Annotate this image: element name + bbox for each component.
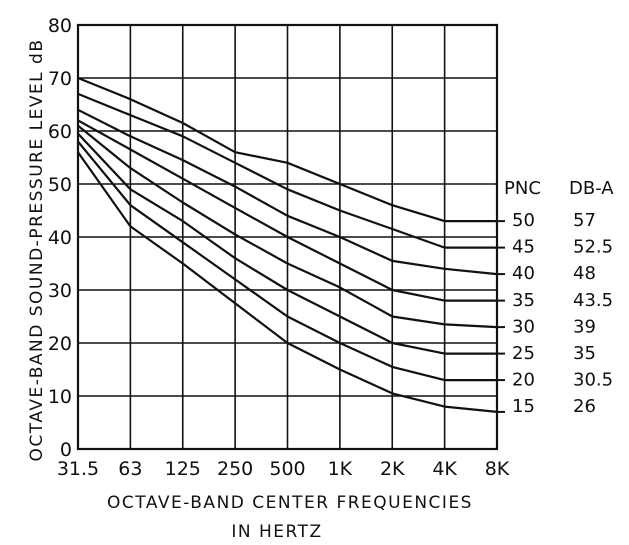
pnc-value: 30 <box>512 316 535 337</box>
x-axis-label-line2: IN HERTZ <box>231 522 322 542</box>
x-tick-label: 8K <box>485 458 510 480</box>
y-tick-label: 60 <box>48 121 72 143</box>
series-line-pnc-35 <box>77 119 497 302</box>
pnc-value: 40 <box>512 263 535 284</box>
pnc-value: 50 <box>512 210 535 231</box>
dba-value: 48 <box>573 263 596 284</box>
x-tick-label: 250 <box>217 458 253 480</box>
y-axis-label: OCTAVE-BAND SOUND-PRESSURE LEVEL dB <box>27 38 47 461</box>
y-tick-label: 20 <box>48 333 72 355</box>
x-tick-label: 31.5 <box>57 458 99 480</box>
dba-header: DB-A <box>569 178 614 199</box>
dba-value: 39 <box>573 316 596 337</box>
pnc-value: 15 <box>512 396 535 417</box>
dba-value: 43.5 <box>573 290 613 311</box>
dba-value: 30.5 <box>573 370 613 391</box>
series-line-pnc-20 <box>77 140 497 382</box>
series-line-pnc-45 <box>77 92 497 249</box>
pnc-header: PNC <box>504 178 541 199</box>
pnc-value: 45 <box>512 237 535 258</box>
series-line-pnc-30 <box>77 124 498 329</box>
pnc-value: 25 <box>512 343 535 364</box>
x-tick-label: 125 <box>165 458 201 480</box>
pnc-value: 35 <box>512 290 535 311</box>
y-tick-label: 50 <box>48 174 72 196</box>
dba-value: 52.5 <box>573 237 613 258</box>
x-tick-label: 1K <box>328 458 353 480</box>
pnc-dba-table: PNC DB-A 50 57 45 52.5 40 48 35 43.5 30 39 25 35 20 30.… <box>504 178 614 417</box>
y-tick-label: 40 <box>48 227 72 249</box>
series-line-pnc-15 <box>77 151 498 413</box>
y-tick-label: 10 <box>48 386 72 408</box>
series-line-pnc-40 <box>77 108 498 276</box>
x-axis-label: OCTAVE-BAND CENTER FREQUENCIES <box>107 493 473 513</box>
x-tick-label: 63 <box>118 458 142 480</box>
x-tick-label: 4K <box>432 458 457 480</box>
y-tick-label: 30 <box>48 280 72 302</box>
dba-value: 26 <box>573 396 596 417</box>
dba-value: 35 <box>573 343 596 364</box>
series-line-pnc-50 <box>77 76 497 223</box>
series-line-pnc-25 <box>77 132 497 355</box>
series-lines <box>77 76 505 413</box>
y-tick-label: 0 <box>60 439 72 461</box>
pnc-value: 20 <box>512 370 535 391</box>
x-tick-label: 2K <box>380 458 405 480</box>
dba-value: 57 <box>573 210 596 231</box>
x-tick-labels: 31.5 63 125 250 500 1K 2K 4K 8K <box>57 458 510 480</box>
y-tick-labels: 0 10 20 30 40 50 60 70 80 <box>48 15 72 461</box>
y-tick-label: 70 <box>48 68 72 90</box>
x-tick-label: 500 <box>269 458 305 480</box>
y-tick-label: 80 <box>48 15 72 37</box>
grid <box>76 23 499 451</box>
